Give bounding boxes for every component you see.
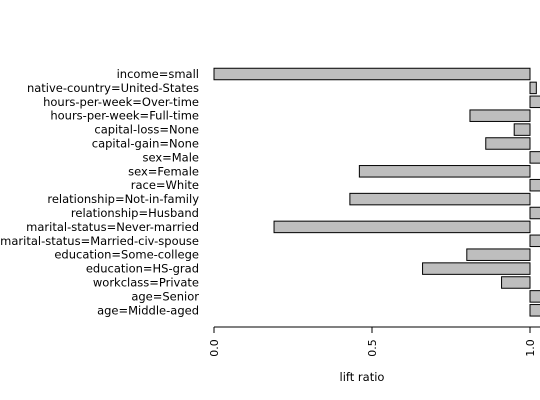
category-label-17: age=Middle-aged [97,303,199,317]
bar-15 [501,276,531,289]
bar-4 [513,123,531,136]
x-tick-label-2: 1.0 [524,339,537,357]
category-label-8: race=White [131,178,199,192]
x-tick-label-1: 0.5 [366,339,379,357]
category-label-14: education=HS-grad [86,262,199,276]
category-label-4: capital-loss=None [94,123,199,137]
bar-17 [529,304,540,317]
x-axis-title: lift ratio [340,370,385,384]
category-label-10: relationship=Husband [71,206,199,220]
x-axis: 0.00.51.01.5 [208,326,540,357]
bar-0 [213,67,531,81]
category-label-1: native-country=United-States [27,81,199,95]
category-label-2: hours-per-week=Over-time [43,95,199,109]
bar-7 [358,165,531,178]
bar-3 [469,109,531,122]
bar-12 [529,234,540,248]
category-label-15: workclass=Private [93,276,199,290]
category-label-13: education=Some-college [54,248,199,262]
bar-6 [529,151,540,164]
category-label-7: sex=Female [128,164,199,178]
bar-2 [529,95,540,109]
bar-8 [529,178,540,192]
category-label-5: capital-gain=None [92,137,199,151]
category-label-11: marital-status=Never-married [26,220,199,234]
bar-11 [273,220,531,234]
category-label-16: age=Senior [131,289,199,303]
category-label-3: hours-per-week=Full-time [50,109,199,123]
bar-16 [529,290,540,303]
bar-1 [529,81,537,95]
bar-5 [485,137,531,150]
bar-9 [349,192,531,206]
bar-14 [422,262,531,275]
category-labels: income=smallnative-country=United-States… [0,67,199,317]
category-label-9: relationship=Not-in-family [47,192,199,206]
category-label-0: income=small [117,67,199,81]
bar-10 [529,206,540,220]
category-label-6: sex=Male [142,150,199,164]
bars-layer [213,67,540,317]
bar-13 [466,248,531,261]
x-tick-label-0: 0.0 [208,339,221,357]
category-label-12: marital-status=Married-civ-spouse [0,234,199,248]
